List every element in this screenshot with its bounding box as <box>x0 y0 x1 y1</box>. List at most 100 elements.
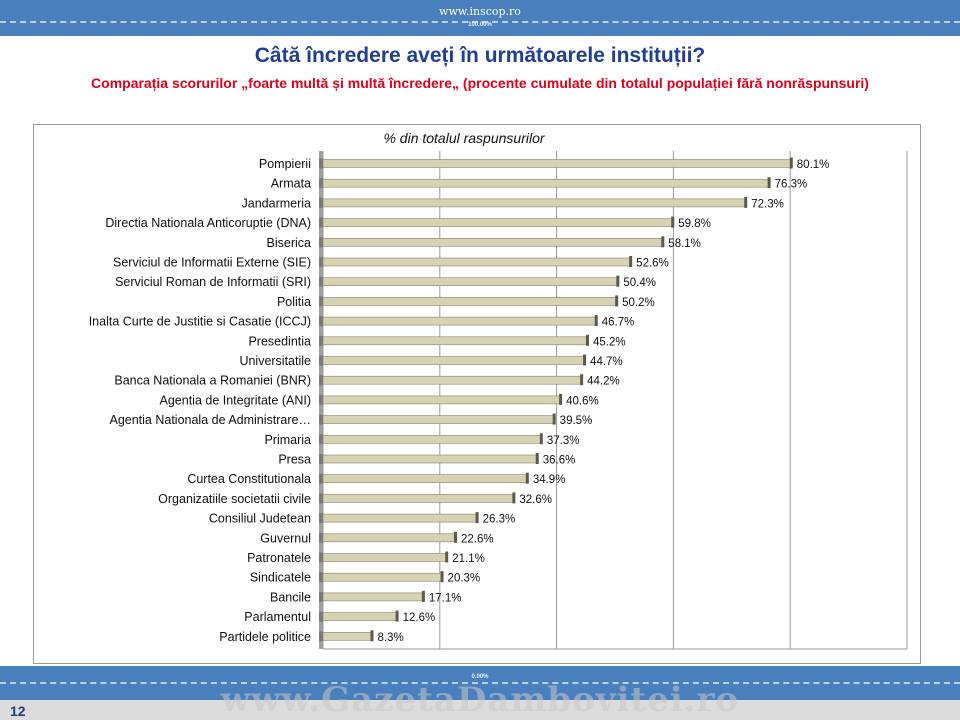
header-band <box>0 0 960 36</box>
value-label: 21.1% <box>452 553 485 565</box>
value-label: 34.9% <box>533 474 566 486</box>
bar-base <box>319 276 323 287</box>
bar <box>322 375 582 385</box>
bar-end-cap <box>559 393 563 405</box>
bar <box>322 612 397 621</box>
bar-end-cap <box>585 334 589 346</box>
category-label: Parlamentul <box>244 610 311 624</box>
category-label: Politia <box>277 295 311 309</box>
bar-base <box>319 611 323 622</box>
bar-base <box>319 217 323 228</box>
page-subtitle: Comparația scorurilor „foarte multă și m… <box>91 75 869 91</box>
bar <box>322 178 769 188</box>
bar-end-cap <box>629 256 633 267</box>
bar-end-cap <box>440 571 444 583</box>
bar-base <box>319 158 323 169</box>
bar-base <box>319 394 323 405</box>
value-label: 20.3% <box>448 573 481 585</box>
bar <box>322 238 663 247</box>
bar <box>322 316 597 326</box>
value-label: 52.6% <box>636 258 669 270</box>
bar-base <box>319 434 323 445</box>
bar <box>322 277 618 286</box>
bar-base <box>319 473 323 484</box>
value-label: 22.6% <box>461 533 494 545</box>
bar-end-cap <box>767 177 771 189</box>
bar-end-cap <box>789 157 793 169</box>
bar-base <box>319 493 323 504</box>
category-label: Sindicatele <box>250 571 311 585</box>
category-label: Primaria <box>264 433 311 447</box>
value-label: 37.3% <box>547 435 580 447</box>
category-label: Armata <box>271 177 311 191</box>
value-label: 12.6% <box>403 612 436 624</box>
bar-end-cap <box>475 512 479 524</box>
bar-base <box>319 296 323 307</box>
bar-end-cap <box>512 492 516 504</box>
value-label: 36.6% <box>543 455 576 467</box>
footer-band <box>0 666 960 700</box>
bar-end-cap <box>671 216 675 228</box>
bar <box>322 474 528 484</box>
chart-frame: % din totalul raspunsurilor Pompierii 80.1… <box>33 124 921 664</box>
bar-end-cap <box>421 590 425 602</box>
bar-base <box>319 572 323 583</box>
category-label: Universitatile <box>239 354 311 368</box>
bar <box>322 513 477 523</box>
scale-top-label: 100.00% <box>468 22 492 28</box>
bar <box>322 218 673 227</box>
bar-end-cap <box>583 354 587 366</box>
bar-end-cap <box>616 275 620 287</box>
category-label: Biserica <box>267 236 312 250</box>
category-label: Pompierii <box>259 157 311 171</box>
bar <box>322 592 424 602</box>
bar <box>322 434 542 444</box>
bar-end-cap <box>744 196 748 208</box>
chart-title: % din totalul raspunsurilor <box>383 130 545 146</box>
value-label: 44.2% <box>587 376 620 388</box>
category-label: Agentia de Integritate (ANI) <box>160 393 311 407</box>
category-label: Partidele politice <box>219 630 311 644</box>
category-label: Bancile <box>270 590 311 604</box>
value-label: 26.3% <box>483 514 516 526</box>
bar-base <box>319 513 323 524</box>
footer-dash-line <box>0 682 960 684</box>
bar-base <box>319 178 323 189</box>
category-label: Jandarmeria <box>242 196 312 210</box>
bar <box>322 572 442 582</box>
bar-end-cap <box>445 551 449 563</box>
category-label: Agentia Nationala de Administrare… <box>109 413 311 427</box>
page-title: Câtă încredere aveți în următoarele inst… <box>254 44 706 67</box>
bar-base <box>319 257 323 267</box>
bar-base <box>319 197 323 208</box>
bar-base <box>319 375 323 386</box>
bar-base <box>319 355 323 366</box>
category-label: Guvernul <box>260 531 311 545</box>
bar-end-cap <box>661 236 665 248</box>
bar-base <box>319 591 323 602</box>
value-label: 39.5% <box>560 415 593 427</box>
bar-end-cap <box>594 315 598 327</box>
bar <box>322 395 561 405</box>
bar-base <box>319 316 323 327</box>
value-label: 72.3% <box>751 198 784 210</box>
bar <box>322 494 514 503</box>
bar-end-cap <box>535 453 539 464</box>
bar-base <box>319 335 323 346</box>
bar-end-cap <box>370 630 374 642</box>
value-label: 76.3% <box>775 179 808 191</box>
scale-bottom-label: 0.00% <box>471 674 489 680</box>
category-label: Serviciul de Informatii Externe (SIE) <box>113 256 311 270</box>
category-label: Directia Nationala Anticoruptie (DNA) <box>105 216 311 230</box>
bar <box>322 257 631 267</box>
bar <box>322 415 554 424</box>
category-label: Presa <box>278 453 311 467</box>
category-label: Inalta Curte de Justitie si Casatie (ICC… <box>89 315 311 329</box>
category-label: Curtea Constitutionala <box>187 472 311 486</box>
bar <box>322 553 447 562</box>
bar-base <box>319 552 323 563</box>
bar <box>322 631 372 641</box>
bar-base <box>319 414 323 425</box>
category-label: Banca Nationala a Romaniei (BNR) <box>114 374 311 388</box>
category-label: Patronatele <box>247 551 311 565</box>
